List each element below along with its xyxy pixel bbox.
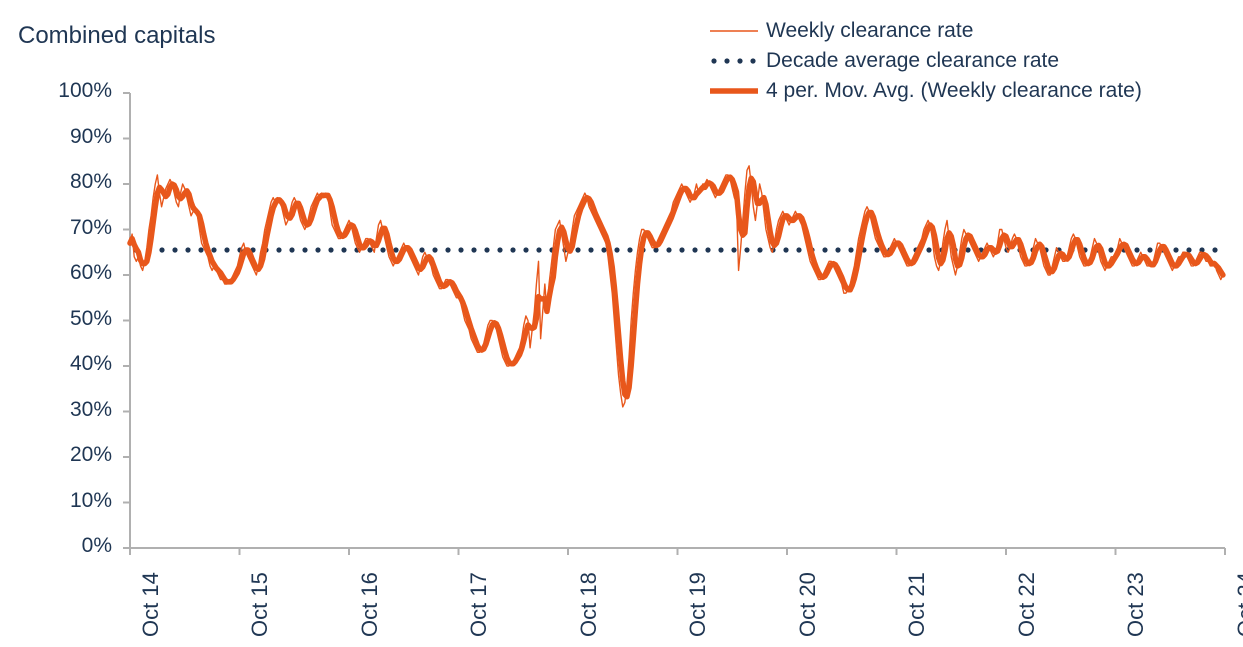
y-tick-label: 30%	[42, 398, 112, 422]
y-tick-label: 70%	[42, 216, 112, 240]
legend-label-decade: Decade average clearance rate	[766, 49, 1059, 73]
legend-item-decade: Decade average clearance rate	[710, 46, 1142, 76]
x-tick-label: Oct 20	[795, 572, 821, 637]
legend-swatch-decade	[710, 51, 758, 71]
x-tick-label: Oct 21	[904, 572, 930, 637]
plot-area	[120, 83, 1235, 558]
x-tick-label: Oct 17	[466, 572, 492, 637]
y-tick-label: 50%	[42, 307, 112, 331]
y-tick-label: 90%	[42, 125, 112, 149]
x-tick-label: Oct 14	[138, 572, 164, 637]
y-tick-label: 20%	[42, 443, 112, 467]
x-tick-label: Oct 18	[576, 572, 602, 637]
x-tick-label: Oct 19	[685, 572, 711, 637]
y-tick-label: 0%	[42, 534, 112, 558]
y-tick-label: 10%	[42, 489, 112, 513]
y-tick-label: 60%	[42, 261, 112, 285]
x-tick-label: Oct 24	[1233, 572, 1243, 637]
chart-title: Combined capitals	[18, 22, 215, 50]
x-tick-label: Oct 16	[357, 572, 383, 637]
x-tick-label: Oct 22	[1014, 572, 1040, 637]
legend-label-weekly: Weekly clearance rate	[766, 19, 973, 43]
x-tick-label: Oct 15	[247, 572, 273, 637]
legend-swatch-weekly	[710, 21, 758, 41]
y-tick-label: 40%	[42, 352, 112, 376]
x-tick-label: Oct 23	[1123, 572, 1149, 637]
y-tick-label: 100%	[42, 79, 112, 103]
chart-container: { "title": "Combined capitals", "title_c…	[0, 0, 1243, 647]
y-tick-label: 80%	[42, 170, 112, 194]
legend-item-weekly: Weekly clearance rate	[710, 16, 1142, 46]
